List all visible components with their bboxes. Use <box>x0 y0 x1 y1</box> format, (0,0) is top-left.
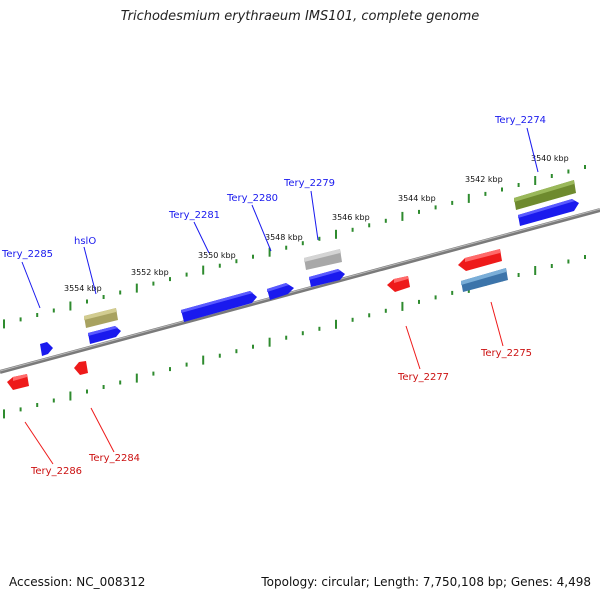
gene-tery-2285 <box>40 342 53 356</box>
label-tery-2274: Tery_2274 <box>494 115 546 126</box>
forward-genes <box>40 180 579 356</box>
map-title: Trichodesmium erythraeum IMS101, complet… <box>120 9 480 24</box>
ruler-label-3550: 3550 kbp <box>198 251 236 260</box>
genome-summary-text: Topology: circular; Length: 7,750,108 bp… <box>261 575 591 589</box>
label-tery-2281: Tery_2281 <box>168 210 220 221</box>
gene-tery-2274-top <box>514 180 576 210</box>
ruler-label-3554: 3554 kbp <box>64 284 102 293</box>
ruler-label-3548: 3548 kbp <box>265 233 303 242</box>
gene-tery-2284 <box>74 361 88 375</box>
ruler-label-3542: 3542 kbp <box>465 175 503 184</box>
gene-labels: Tery_2274 Tery_2279 Tery_2280 Tery_2281 … <box>1 115 546 477</box>
gene-tery-2274-red <box>458 249 502 271</box>
label-tery-2286: Tery_2286 <box>30 466 82 477</box>
ruler-label-3552: 3552 kbp <box>131 268 169 277</box>
label-tery-2285: Tery_2285 <box>1 249 53 260</box>
gene-tery-2281 <box>181 291 257 322</box>
label-tery-2279: Tery_2279 <box>283 178 335 189</box>
label-tery-2284: Tery_2284 <box>88 453 140 464</box>
gene-tery-2274 <box>518 199 579 226</box>
label-tery-2280: Tery_2280 <box>226 193 278 204</box>
gene-hslO <box>84 308 121 344</box>
label-tery-2277: Tery_2277 <box>397 372 449 383</box>
upper-ruler-track <box>3 165 586 329</box>
label-tery-2275: Tery_2275 <box>480 348 532 359</box>
gene-tery-2275 <box>461 268 508 292</box>
genome-backbone <box>0 208 600 374</box>
ruler-label-3544: 3544 kbp <box>398 194 436 203</box>
reverse-genes <box>7 249 508 390</box>
gene-tery-2279 <box>304 249 345 287</box>
label-hslO: hslO <box>74 236 96 247</box>
accession-text: Accession: NC_008312 <box>9 575 146 589</box>
gene-tery-2277 <box>387 276 410 292</box>
ruler-label-3546: 3546 kbp <box>332 213 370 222</box>
ruler-labels: 3540 kbp 3542 kbp 3544 kbp 3546 kbp 3548… <box>64 154 569 293</box>
ruler-label-3540: 3540 kbp <box>531 154 569 163</box>
gene-tery-2286 <box>7 374 29 390</box>
gene-tery-2280 <box>267 283 294 300</box>
callout-lines <box>21 127 539 465</box>
